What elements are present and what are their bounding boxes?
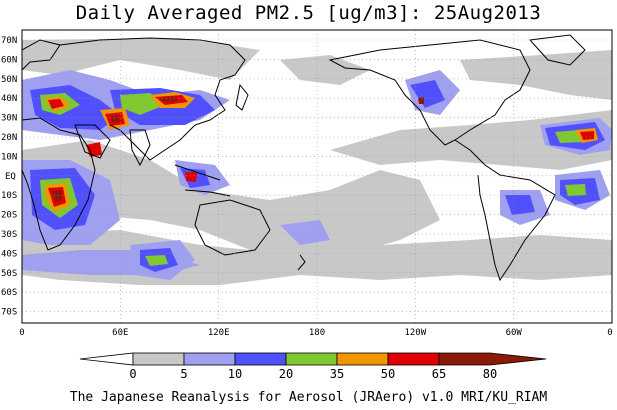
legend-label: 5 [180, 367, 187, 381]
lon-label: 180 [309, 328, 325, 338]
lat-label: 30N [1, 114, 17, 124]
legend-label: 20 [279, 367, 293, 381]
color-legend: 0 5 10 20 35 50 65 80 [79, 352, 547, 381]
lat-axis: 70N 60N 50N 40N 30N 20N 10N EQ 10S 20S 3… [1, 36, 17, 318]
lon-label: 120E [208, 328, 230, 338]
lat-label: EQ [5, 172, 16, 182]
map-title: Daily Averaged PM2.5 [ug/m3]: 25Aug2013 [75, 2, 542, 24]
lon-label: 60W [506, 328, 523, 338]
lon-label: 0 [19, 328, 24, 338]
map-grid [22, 30, 612, 323]
legend-label: 35 [330, 367, 344, 381]
lat-label: 60S [1, 288, 17, 298]
lat-label: 70S [1, 308, 17, 318]
legend-label: 50 [381, 367, 395, 381]
legend-label: 0 [129, 367, 136, 381]
legend-swatch-7 [438, 352, 547, 366]
lat-label: 70N [1, 36, 17, 46]
lon-label: 0 [607, 328, 612, 338]
lat-label: 50S [1, 269, 17, 279]
legend-swatch-6 [387, 352, 440, 366]
legend-swatch-2 [183, 352, 236, 366]
lat-label: 10S [1, 191, 17, 201]
legend-swatch-5 [336, 352, 389, 366]
lat-label: 20N [1, 133, 17, 143]
legend-label: 65 [432, 367, 446, 381]
map-frame [21, 29, 613, 324]
lon-axis: 0 60E 120E 180 120W 60W 0 [19, 328, 612, 338]
lat-label: 50N [1, 75, 17, 85]
lat-label: 30S [1, 230, 17, 240]
coastlines [22, 34, 586, 282]
lat-label: 60N [1, 55, 17, 65]
legend-label: 80 [483, 367, 497, 381]
legend-swatch-4 [285, 352, 338, 366]
legend-label: 10 [228, 367, 242, 381]
legend-swatch-3 [234, 352, 287, 366]
concentration-field [22, 38, 612, 285]
legend-swatch-0 [79, 352, 134, 366]
lat-label: 10N [1, 152, 17, 162]
legend-swatch-1 [132, 352, 185, 366]
lon-label: 120W [404, 328, 426, 338]
lat-label: 20S [1, 211, 17, 221]
lon-label: 60E [112, 328, 128, 338]
data-credit: The Japanese Reanalysis for Aerosol (JRA… [69, 390, 548, 405]
lat-label: 40N [1, 94, 17, 104]
lat-label: 40S [1, 249, 17, 259]
